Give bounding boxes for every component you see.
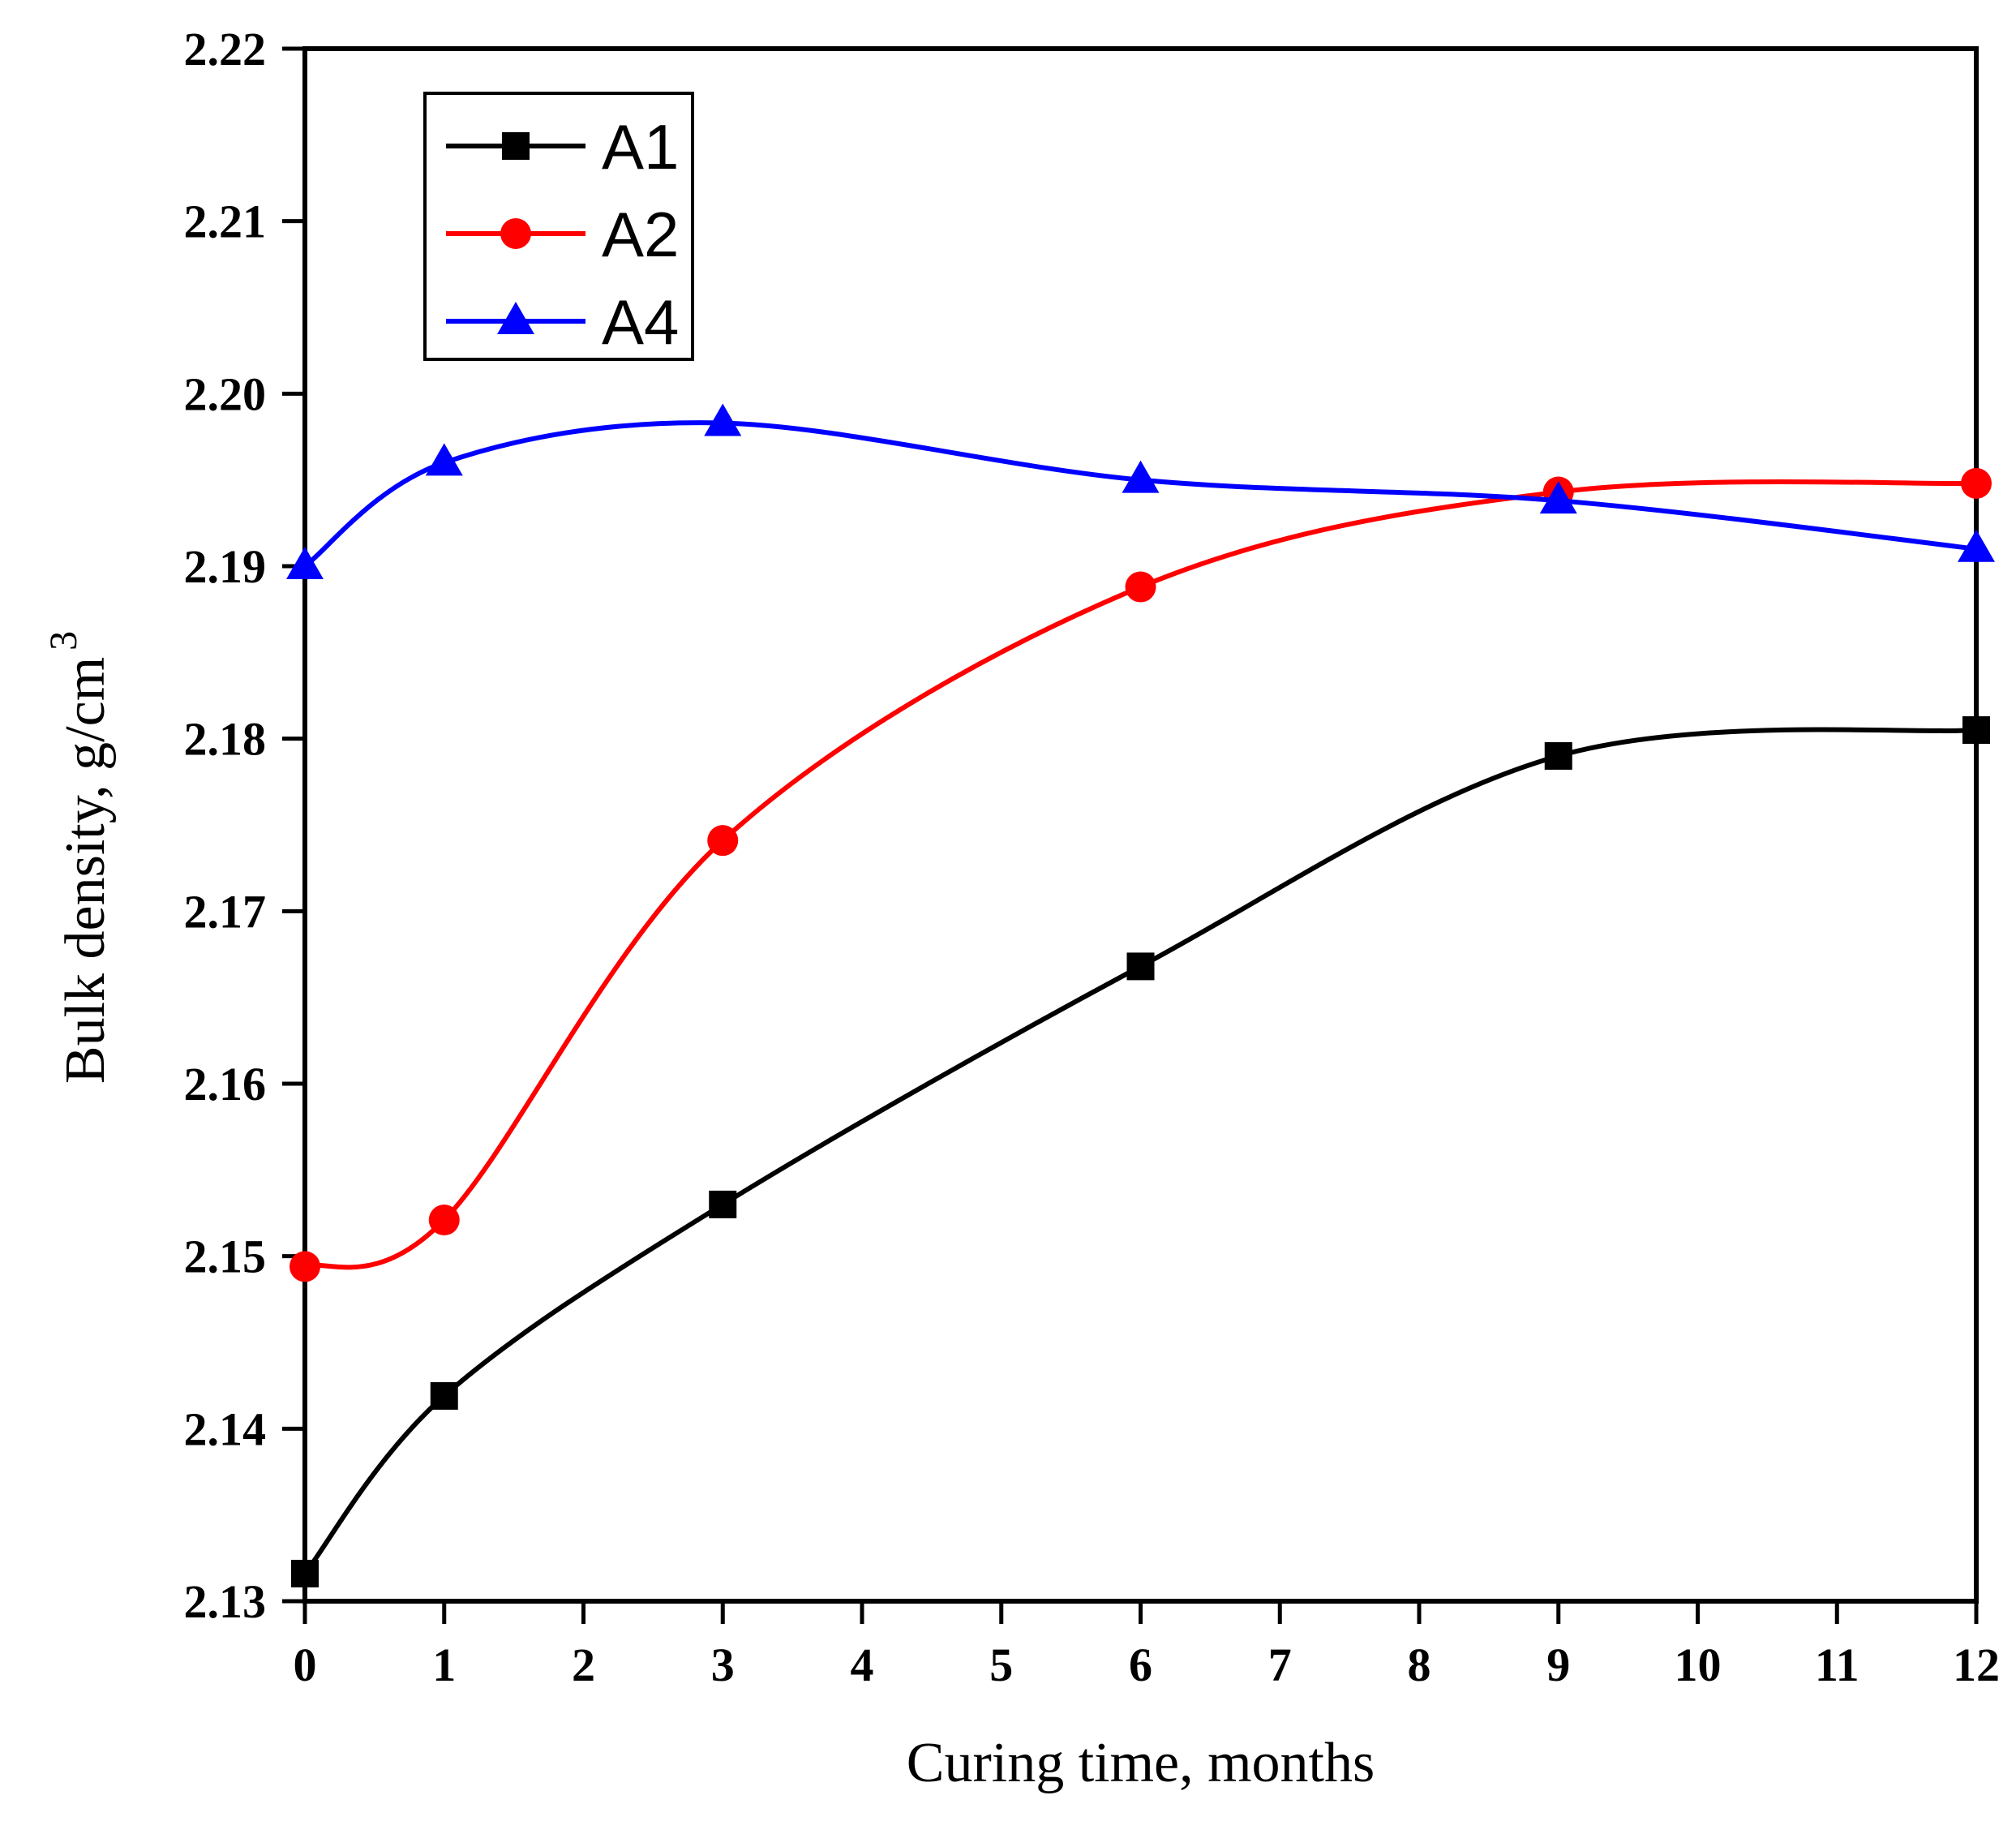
x-tick-label: 2 bbox=[572, 1639, 595, 1691]
x-tick-label: 6 bbox=[1129, 1639, 1152, 1691]
data-point-a2 bbox=[1125, 571, 1156, 603]
y-axis-title-superscript: 3 bbox=[42, 631, 85, 651]
data-point-a4 bbox=[1958, 529, 1995, 562]
y-tick-label: 2.15 bbox=[184, 1231, 267, 1283]
data-point-a2 bbox=[428, 1205, 460, 1236]
legend-label-a2: A2 bbox=[602, 199, 679, 270]
y-axis: 2.13 2.14 2.15 2.16 2.17 2.18 2.19 2.20 2.21 2.22 bbox=[184, 23, 305, 1628]
legend-item-a2: A2 bbox=[446, 199, 679, 270]
series-a4 bbox=[286, 403, 1995, 579]
data-point-a4 bbox=[1539, 481, 1577, 514]
series-layer bbox=[286, 403, 1995, 1587]
data-point-a1 bbox=[430, 1381, 458, 1410]
series-a2 bbox=[290, 467, 1992, 1282]
x-tick-label: 8 bbox=[1408, 1639, 1431, 1691]
y-tick-label: 2.13 bbox=[184, 1575, 267, 1628]
legend-item-a4: A4 bbox=[446, 286, 679, 358]
x-tick-label: 7 bbox=[1268, 1639, 1292, 1691]
y-tick-label: 2.22 bbox=[184, 23, 267, 75]
series-line-a1 bbox=[302, 727, 1977, 1575]
x-tick-label: 1 bbox=[432, 1639, 456, 1691]
y-tick-label: 2.21 bbox=[184, 195, 267, 248]
series-line-a4 bbox=[303, 420, 1977, 569]
x-axis-title: Curing time, months bbox=[907, 1732, 1375, 1794]
y-axis-title: Bulk density, g/cm 3 bbox=[42, 631, 117, 1084]
data-point-a1 bbox=[1962, 716, 1990, 745]
legend: A1 A2 A4 bbox=[423, 92, 694, 361]
legend-label-a4: A4 bbox=[602, 286, 679, 358]
y-tick-label: 2.14 bbox=[184, 1402, 267, 1455]
legend-label-a1: A1 bbox=[602, 111, 679, 183]
data-point-a4 bbox=[286, 547, 324, 579]
data-point-a4 bbox=[704, 403, 742, 436]
data-point-a2 bbox=[290, 1251, 320, 1282]
data-point-a1 bbox=[709, 1190, 737, 1218]
legend-item-a1: A1 bbox=[446, 111, 679, 183]
x-tick-label: 11 bbox=[1815, 1639, 1859, 1691]
data-point-a2 bbox=[1961, 467, 1992, 499]
x-tick-label: 9 bbox=[1546, 1639, 1570, 1691]
y-axis-title-text: Bulk density, g/cm bbox=[54, 657, 117, 1084]
legend-box bbox=[423, 92, 694, 361]
data-point-a1 bbox=[1126, 952, 1155, 981]
y-tick-label: 2.20 bbox=[184, 367, 267, 420]
data-point-a1 bbox=[1544, 741, 1572, 770]
x-tick-label: 4 bbox=[851, 1639, 874, 1691]
y-tick-label: 2.18 bbox=[184, 713, 267, 766]
legend-marker-a4 bbox=[497, 302, 534, 334]
x-axis: 0 1 2 3 4 5 6 7 8 9 10 11 12 bbox=[294, 1601, 2000, 1691]
x-tick-label: 0 bbox=[294, 1639, 317, 1691]
legend-marker-a2 bbox=[500, 218, 531, 249]
data-point-a4 bbox=[1122, 460, 1160, 493]
series-a1 bbox=[291, 716, 1990, 1587]
data-point-a1 bbox=[291, 1559, 319, 1587]
series-line-a2 bbox=[304, 479, 1977, 1270]
x-tick-label: 12 bbox=[1953, 1639, 2000, 1691]
y-tick-label: 2.17 bbox=[184, 885, 267, 938]
y-tick-label: 2.16 bbox=[184, 1058, 267, 1110]
data-point-a2 bbox=[707, 825, 739, 857]
data-point-a4 bbox=[425, 443, 463, 476]
x-tick-label: 10 bbox=[1675, 1639, 1722, 1691]
y-tick-label: 2.19 bbox=[184, 540, 267, 593]
x-tick-label: 5 bbox=[989, 1639, 1013, 1691]
legend-marker-a1 bbox=[502, 132, 530, 160]
x-tick-label: 3 bbox=[711, 1639, 735, 1691]
